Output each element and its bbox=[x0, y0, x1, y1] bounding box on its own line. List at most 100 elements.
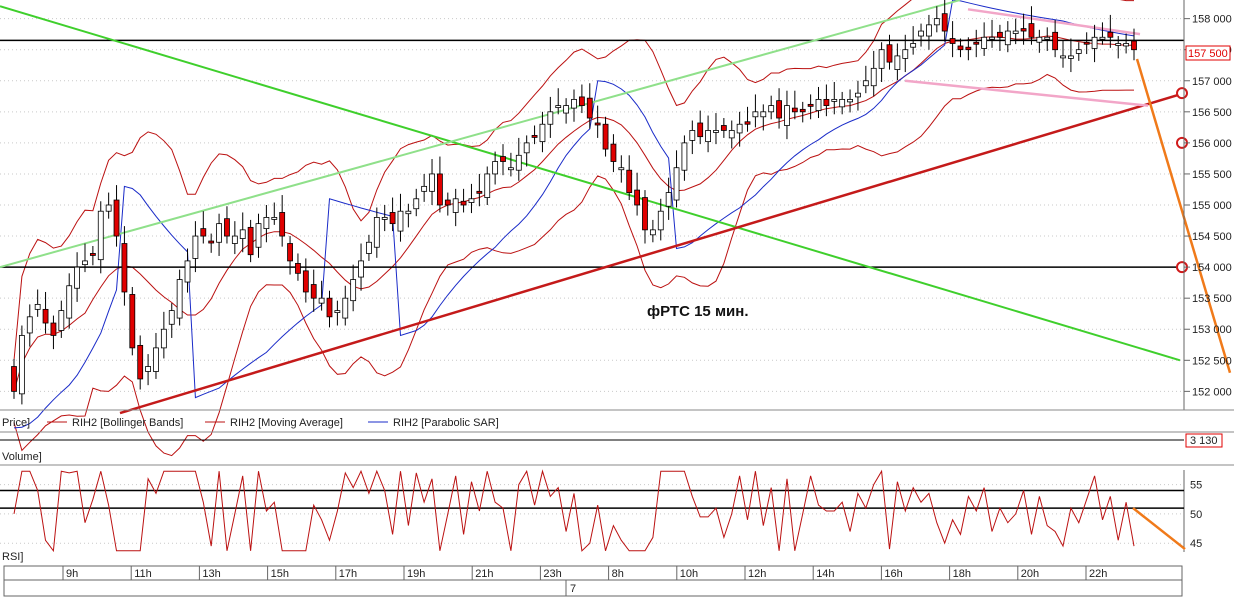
candle-body bbox=[160, 328, 167, 349]
candle-body bbox=[429, 173, 435, 192]
candle-body bbox=[713, 130, 719, 133]
candle-body bbox=[705, 130, 711, 143]
candle-body bbox=[1131, 40, 1137, 51]
time-tick-label: 12h bbox=[748, 568, 766, 580]
time-axis: 9h 11h 13h 15h 17h 19h 21h 23h 8h 10h 12h 14h 16h 18h… bbox=[3, 565, 1183, 597]
candle-body bbox=[121, 243, 128, 293]
candle-body bbox=[791, 107, 798, 113]
candle-body bbox=[523, 142, 530, 154]
time-tick-label: 19h bbox=[407, 568, 425, 580]
candle-body bbox=[1123, 43, 1130, 47]
candle-body bbox=[689, 130, 696, 141]
last-price-label: 157 500 bbox=[1188, 48, 1228, 60]
candle-body bbox=[933, 18, 940, 26]
candle-body bbox=[74, 266, 80, 289]
candle-body bbox=[97, 210, 104, 261]
price-axis: 158 000 157 500 157 000 156 500 156 000 155 5… bbox=[1183, 0, 1232, 410]
time-tick-label: 18h bbox=[953, 568, 971, 580]
candle-body bbox=[342, 297, 349, 319]
legend-moving-average: RIH2 [Moving Average] bbox=[230, 417, 343, 429]
candle-body bbox=[137, 344, 144, 380]
parabolic-sar-line bbox=[13, 0, 1135, 429]
candle-body bbox=[82, 260, 88, 266]
candle-body bbox=[153, 347, 159, 372]
candle-body bbox=[310, 284, 317, 299]
candle-body bbox=[192, 235, 199, 259]
candle-body bbox=[649, 229, 656, 236]
legend: Price] RIH2 [Bollinger Bands] RIH2 [Movi… bbox=[2, 417, 499, 429]
candle-body bbox=[657, 210, 664, 231]
candle-body bbox=[949, 38, 956, 44]
candle-body bbox=[381, 217, 388, 220]
legend-parabolic-sar: RIH2 [Parabolic SAR] bbox=[393, 417, 499, 429]
candle-body bbox=[839, 98, 846, 108]
time-tick-label: 22h bbox=[1089, 568, 1107, 580]
price-tick-label: 152 000 bbox=[1192, 386, 1232, 398]
candle-body bbox=[728, 130, 735, 139]
candle-body bbox=[578, 96, 585, 107]
candle-body bbox=[862, 80, 869, 87]
candle-body bbox=[1036, 36, 1043, 43]
rsi-line bbox=[13, 469, 1135, 553]
candle-body bbox=[815, 98, 822, 111]
candle-body bbox=[1052, 31, 1059, 51]
candle-body bbox=[176, 279, 183, 319]
price-tick-label: 155 500 bbox=[1192, 169, 1232, 181]
candle-body bbox=[350, 279, 357, 302]
candle-body bbox=[247, 226, 254, 256]
candle-body bbox=[11, 366, 17, 392]
candle-body bbox=[389, 212, 396, 225]
price-tick-label: 153 500 bbox=[1192, 293, 1232, 305]
candle-body bbox=[539, 123, 546, 143]
candle-body bbox=[997, 31, 1003, 38]
candle-body bbox=[208, 240, 215, 244]
candle-body bbox=[989, 36, 995, 40]
pink-channel-line bbox=[904, 79, 1149, 107]
candle-body bbox=[965, 46, 972, 51]
price-tick-label: 158 000 bbox=[1192, 14, 1232, 26]
candle-body bbox=[1020, 28, 1027, 32]
candle-body bbox=[681, 142, 688, 171]
candle-body bbox=[113, 199, 120, 237]
legend-price: Price] bbox=[2, 417, 30, 429]
candles bbox=[11, 0, 1137, 405]
candle-body bbox=[642, 197, 648, 231]
price-tick-label: 153 000 bbox=[1192, 324, 1232, 336]
candle-body bbox=[326, 297, 333, 318]
candle-body bbox=[697, 122, 704, 138]
candle-body bbox=[239, 229, 246, 239]
price-tick-label: 157 000 bbox=[1192, 76, 1232, 88]
rsi-tick-label: 50 bbox=[1190, 509, 1202, 521]
time-tick-label: 20h bbox=[1021, 568, 1039, 580]
time-tick-label: 21h bbox=[475, 568, 493, 580]
time-tick-label: 13h bbox=[202, 568, 220, 580]
candle-body bbox=[231, 235, 238, 244]
price-tick-label: 154 000 bbox=[1192, 262, 1232, 274]
day-label: 7 bbox=[570, 583, 576, 595]
candle-body bbox=[776, 100, 782, 119]
circle-marker bbox=[1176, 87, 1188, 100]
green-trend-line bbox=[0, 5, 1181, 362]
candle-body bbox=[618, 167, 625, 171]
candle-body bbox=[200, 228, 207, 237]
candle-body bbox=[460, 200, 467, 206]
time-tick-label: 15h bbox=[271, 568, 289, 580]
time-tick-label: 14h bbox=[816, 568, 834, 580]
candle-body bbox=[444, 199, 451, 206]
candle-body bbox=[1075, 49, 1082, 54]
candle-body bbox=[66, 285, 73, 319]
candle-body bbox=[586, 97, 593, 119]
candle-body bbox=[224, 218, 230, 237]
candle-body bbox=[452, 198, 459, 213]
candle-body bbox=[58, 310, 65, 331]
candle-body bbox=[89, 253, 96, 256]
candle-body bbox=[784, 105, 790, 126]
candle-body bbox=[926, 24, 932, 37]
pink-channel-line bbox=[967, 8, 1141, 36]
candle-body bbox=[468, 198, 475, 203]
volume-label: Volume] bbox=[2, 451, 42, 463]
rsi-tick-label: 55 bbox=[1190, 480, 1202, 492]
candle-body bbox=[287, 243, 293, 262]
candle-body bbox=[855, 92, 861, 98]
candle-body bbox=[413, 198, 420, 210]
